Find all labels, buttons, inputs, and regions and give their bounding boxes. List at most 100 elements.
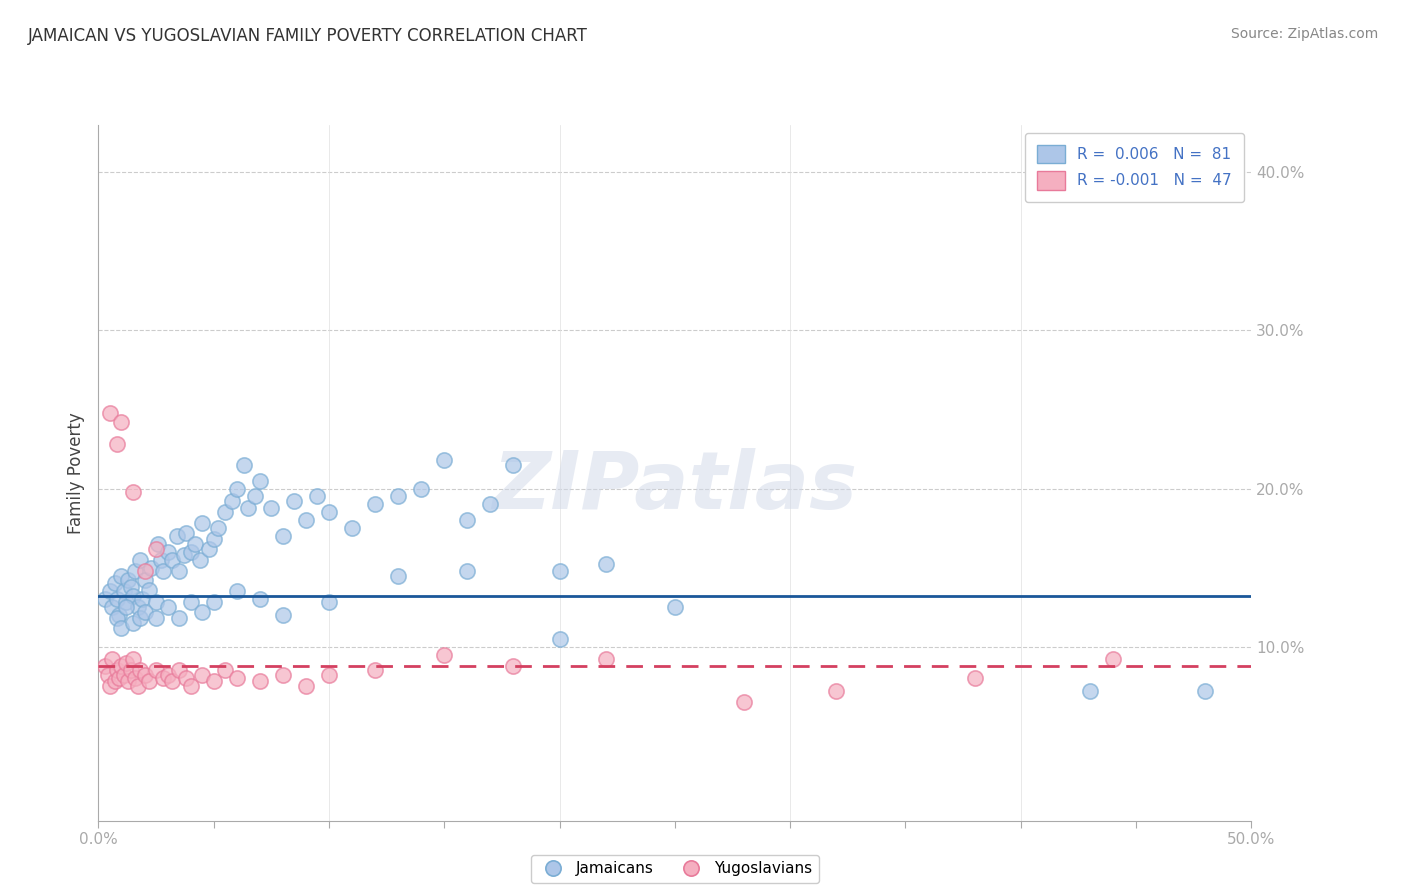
Point — [124, 671, 146, 685]
Point — [1102, 652, 1125, 666]
Point — [479, 497, 502, 511]
Point — [103, 674, 125, 689]
Point — [387, 568, 409, 582]
Point — [166, 529, 188, 543]
Point — [198, 541, 221, 556]
Point — [207, 521, 229, 535]
Point — [141, 560, 163, 574]
Point — [548, 632, 571, 646]
Point — [98, 406, 121, 420]
Point — [152, 564, 174, 578]
Point — [295, 679, 318, 693]
Point — [145, 595, 167, 609]
Point — [127, 600, 149, 615]
Point — [110, 568, 132, 582]
Point — [456, 564, 478, 578]
Text: ZIPatlas: ZIPatlas — [492, 448, 858, 525]
Point — [318, 505, 340, 519]
Point — [167, 664, 190, 678]
Point — [202, 674, 225, 689]
Point — [214, 505, 236, 519]
Point — [364, 497, 387, 511]
Point — [124, 564, 146, 578]
Point — [101, 600, 124, 615]
Point — [129, 552, 152, 567]
Point — [129, 664, 152, 678]
Point — [271, 668, 294, 682]
Point — [249, 474, 271, 488]
Point — [548, 564, 571, 578]
Point — [167, 611, 190, 625]
Point — [173, 548, 195, 562]
Point — [110, 415, 132, 429]
Point — [122, 484, 145, 499]
Point — [733, 695, 755, 709]
Point — [145, 664, 167, 678]
Point — [97, 668, 120, 682]
Point — [149, 552, 172, 567]
Point — [148, 537, 170, 551]
Point — [108, 608, 131, 623]
Point — [664, 600, 686, 615]
Point — [105, 437, 128, 451]
Point — [225, 584, 247, 599]
Text: Source: ZipAtlas.com: Source: ZipAtlas.com — [1230, 27, 1378, 41]
Point — [134, 668, 156, 682]
Point — [963, 671, 986, 685]
Y-axis label: Family Poverty: Family Poverty — [66, 412, 84, 533]
Point — [110, 621, 132, 635]
Point — [94, 592, 117, 607]
Point — [180, 679, 202, 693]
Point — [145, 611, 167, 625]
Point — [214, 664, 236, 678]
Point — [105, 611, 128, 625]
Point — [131, 592, 153, 607]
Point — [249, 674, 271, 689]
Point — [191, 516, 214, 531]
Point — [105, 664, 128, 678]
Point — [134, 564, 156, 578]
Point — [188, 552, 211, 567]
Point — [225, 671, 247, 685]
Point — [180, 545, 202, 559]
Text: JAMAICAN VS YUGOSLAVIAN FAMILY POVERTY CORRELATION CHART: JAMAICAN VS YUGOSLAVIAN FAMILY POVERTY C… — [28, 27, 588, 45]
Point — [115, 600, 138, 615]
Point — [152, 671, 174, 685]
Point — [221, 494, 243, 508]
Point — [160, 674, 183, 689]
Point — [112, 668, 135, 682]
Point — [105, 592, 128, 607]
Point — [180, 595, 202, 609]
Point — [115, 656, 138, 670]
Point — [825, 684, 848, 698]
Point — [167, 564, 190, 578]
Point — [364, 664, 387, 678]
Point — [174, 525, 197, 540]
Point — [103, 576, 125, 591]
Point — [238, 500, 260, 515]
Point — [232, 458, 254, 472]
Point — [1194, 684, 1216, 698]
Point — [115, 595, 138, 609]
Point — [134, 574, 156, 588]
Point — [433, 648, 456, 662]
Point — [502, 658, 524, 673]
Point — [138, 674, 160, 689]
Point — [318, 595, 340, 609]
Point — [120, 664, 142, 678]
Point — [202, 532, 225, 546]
Point — [112, 584, 135, 599]
Point — [156, 600, 179, 615]
Point — [117, 674, 139, 689]
Point — [98, 584, 121, 599]
Point — [340, 521, 363, 535]
Point — [145, 541, 167, 556]
Point — [138, 582, 160, 597]
Point — [245, 490, 267, 504]
Point — [433, 453, 456, 467]
Point — [134, 605, 156, 619]
Point — [191, 605, 214, 619]
Point — [271, 529, 294, 543]
Point — [202, 595, 225, 609]
Point — [318, 668, 340, 682]
